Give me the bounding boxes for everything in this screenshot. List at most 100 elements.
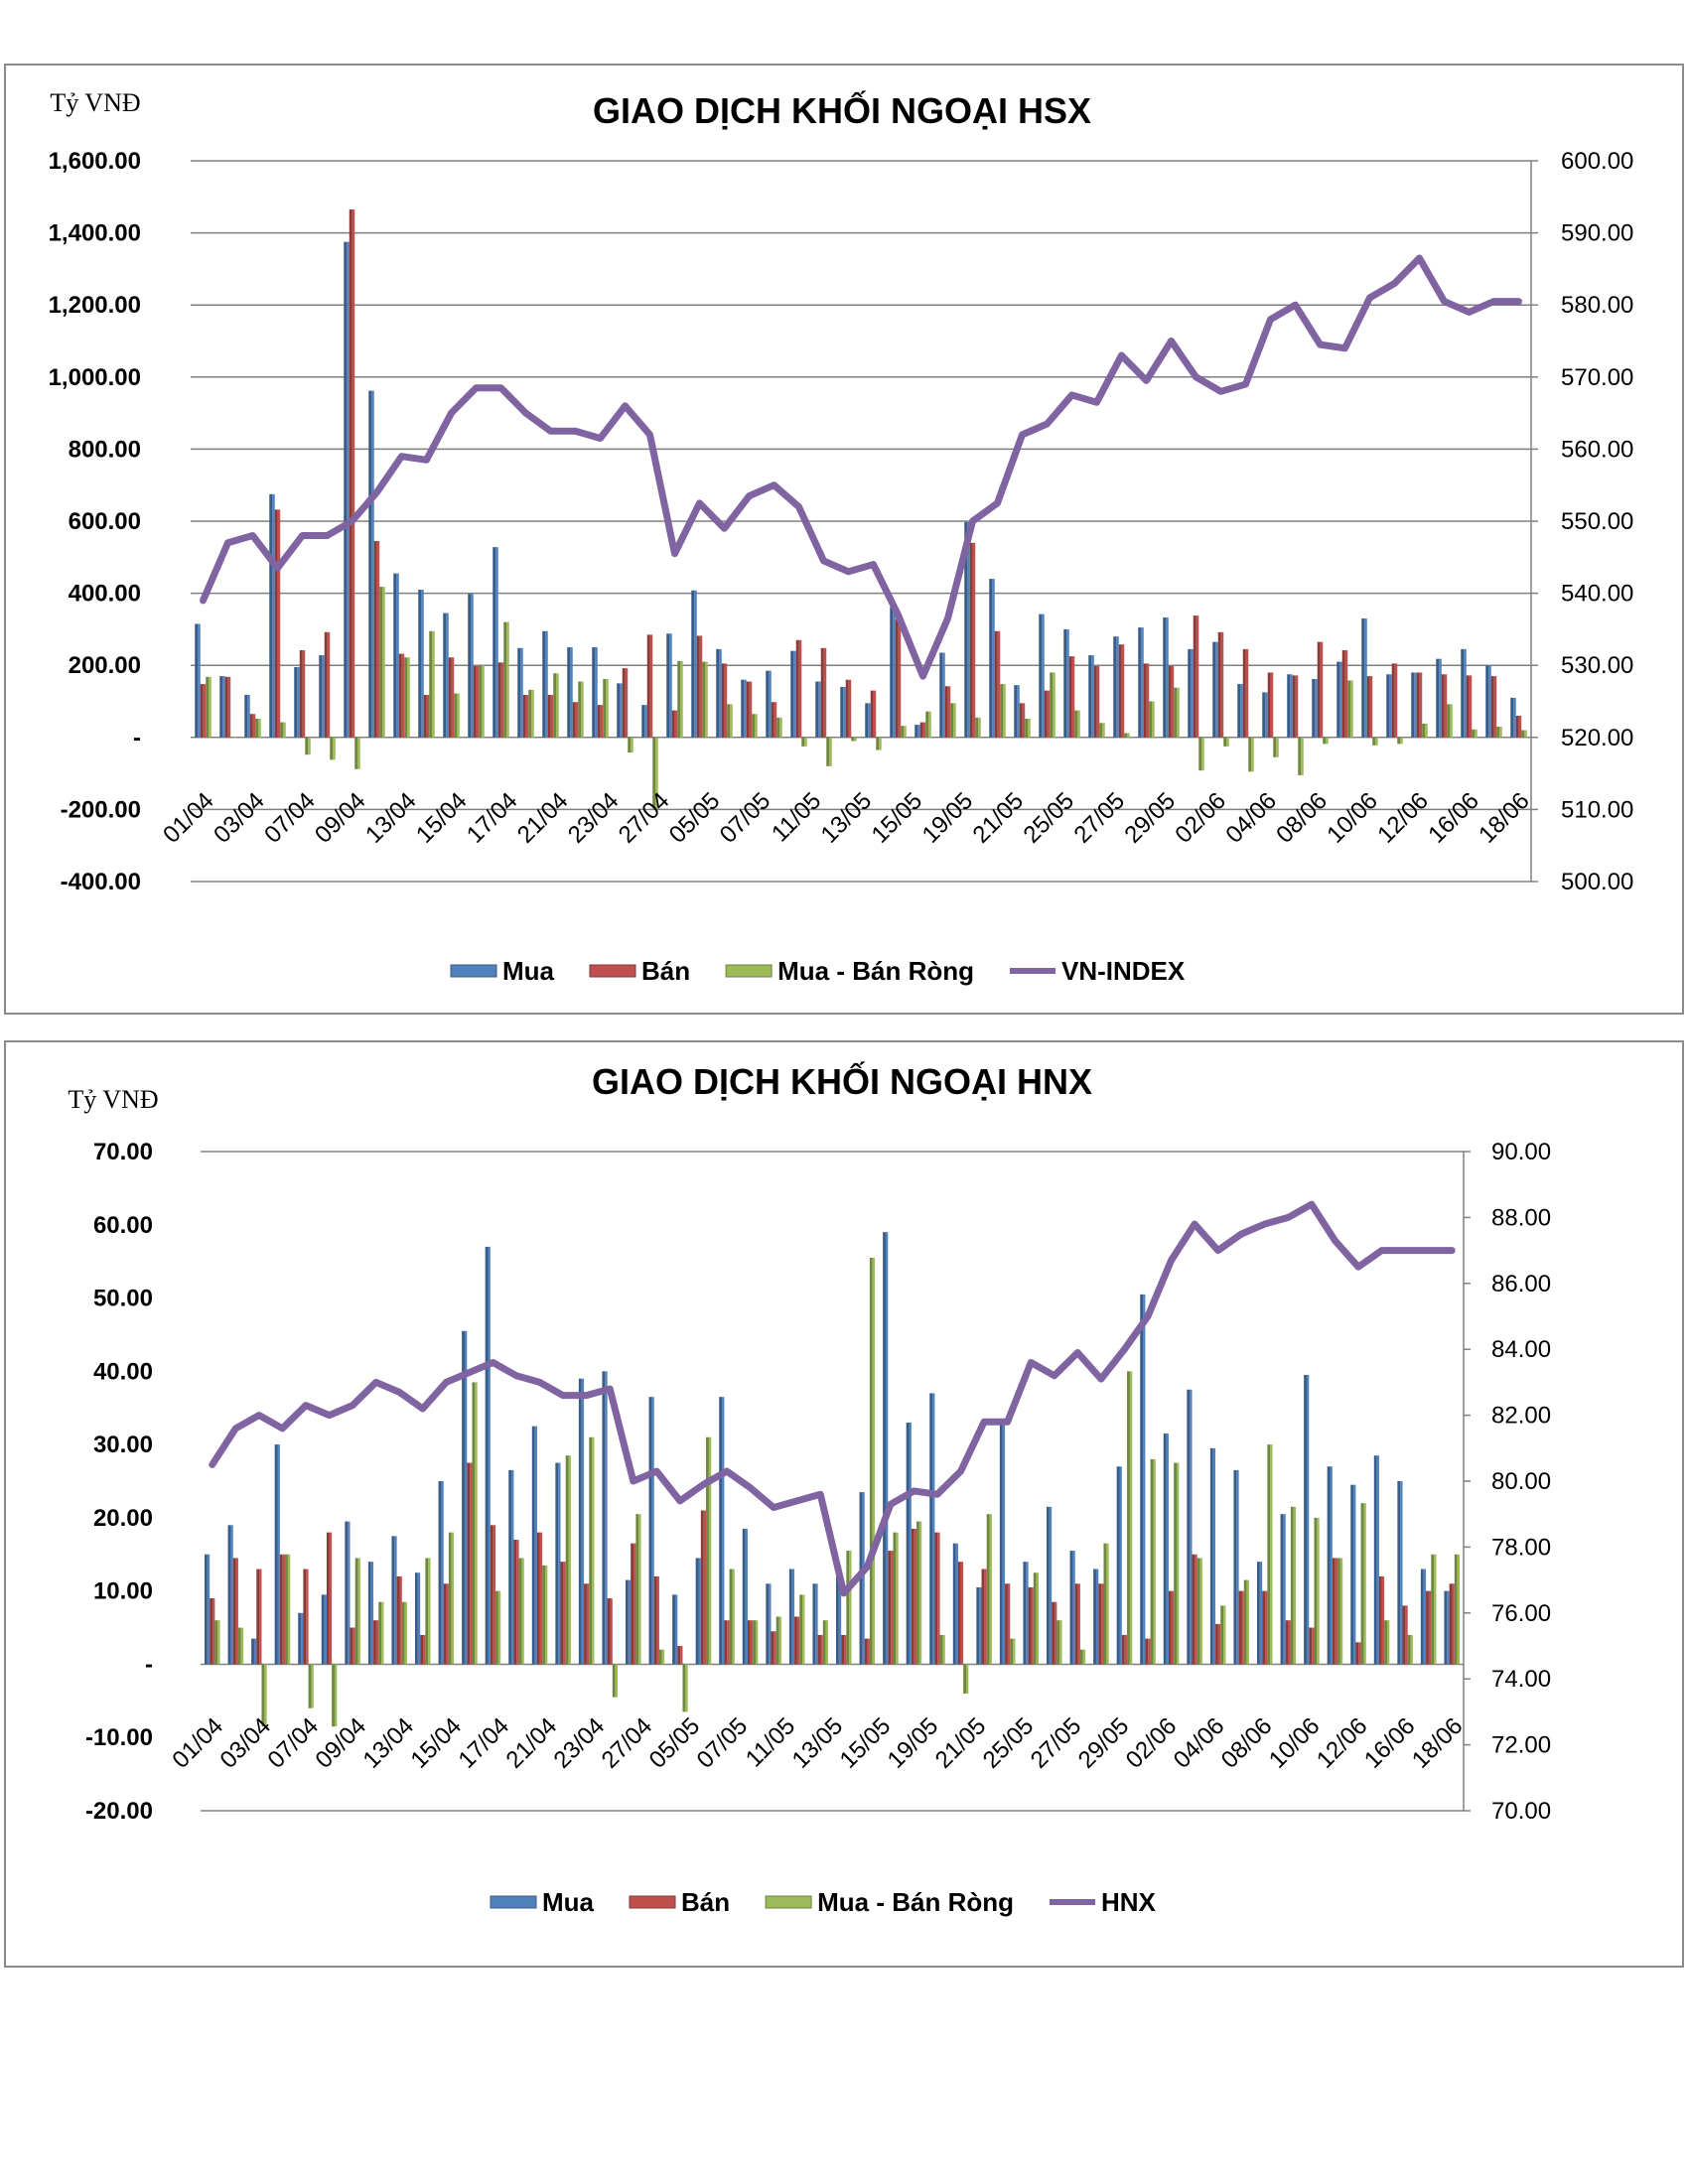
hnx-bar-1-highlight: [1055, 1601, 1057, 1665]
hnx-bar-1-highlight: [259, 1569, 262, 1665]
hsx-chart-panel: GIAO DỊCH KHỐI NGOẠI HSX Tỷ VNĐ 1,600.00 1,…: [4, 64, 1684, 1015]
hsx-bar-2-highlight: [1028, 718, 1031, 738]
hsx-bar-0: [1312, 678, 1316, 738]
hnx-bar-2: [963, 1664, 966, 1694]
hnx-bar-2: [332, 1664, 335, 1727]
hnx-x-tick-label: 29/05: [1073, 1712, 1135, 1774]
hsx-left-tick-label: 200.00: [69, 652, 141, 679]
hnx-bar-2: [893, 1532, 897, 1665]
hnx-bar-1: [794, 1616, 797, 1665]
hsx-bar-1-highlight: [1419, 672, 1423, 738]
hsx-bar-1-highlight: [823, 647, 827, 738]
hnx-bar-2-highlight: [1339, 1558, 1343, 1665]
hnx-bar-1: [396, 1575, 400, 1665]
hsx-bar-1: [1242, 648, 1246, 738]
hsx-left-tick-label: 1,600.00: [49, 148, 141, 175]
hsx-bar-1: [696, 635, 700, 738]
hnx-x-tick-label: 05/05: [644, 1712, 706, 1774]
hsx-bar-0-highlight: [917, 725, 920, 738]
hnx-bar-2-highlight: [335, 1664, 338, 1727]
hsx-x-tick-label: 08/06: [1271, 787, 1333, 849]
hsx-x-tick-label: 21/04: [512, 787, 574, 849]
hsx-bar-1-highlight: [1096, 665, 1100, 738]
hsx-bar-1-highlight: [1220, 631, 1224, 738]
hsx-bar-0-highlight: [1240, 684, 1243, 738]
hnx-left-tick-label: -: [145, 1651, 153, 1678]
hsx-bar-0: [368, 390, 372, 738]
hsx-bar-1: [944, 686, 948, 738]
hnx-bar-2-highlight: [1387, 1620, 1390, 1665]
hsx-bar-1-highlight: [1295, 675, 1299, 738]
hnx-bar-0: [367, 1562, 371, 1665]
hsx-bar-0: [492, 547, 496, 738]
hnx-legend-label: Bán: [681, 1887, 730, 1917]
hsx-bar-2: [206, 676, 210, 738]
hnx-bar-2: [1431, 1554, 1435, 1665]
hnx-bar-0: [929, 1393, 933, 1665]
hnx-bar-1: [1378, 1575, 1382, 1665]
hnx-bar-2-highlight: [708, 1436, 712, 1665]
hsx-x-tick-label: 17/04: [462, 787, 523, 849]
hsx-bar-0: [741, 679, 745, 738]
hnx-bar-2-highlight: [685, 1664, 688, 1712]
hsx-bar-2: [1372, 737, 1376, 746]
hsx-bar-0-highlight: [1315, 678, 1318, 738]
hnx-bar-2-highlight: [475, 1382, 478, 1665]
hnx-bar-0: [1093, 1569, 1096, 1665]
hnx-bar-1-highlight: [914, 1528, 917, 1665]
hnx-right-tick-label: 82.00: [1491, 1403, 1551, 1430]
hsx-bar-2-highlight: [631, 737, 633, 753]
hnx-bar-0: [883, 1232, 886, 1665]
hsx-bar-1: [1341, 649, 1345, 738]
hsx-bar-0-highlight: [297, 667, 300, 738]
hnx-left-tick-label: -20.00: [85, 1798, 153, 1825]
hsx-x-tick-label: 07/05: [715, 787, 776, 849]
hnx-bar-0: [695, 1558, 699, 1665]
hnx-bar-2-highlight: [1223, 1605, 1226, 1665]
hsx-bar-2: [1198, 737, 1202, 771]
hsx-bar-0: [244, 694, 248, 738]
hnx-bar-0-highlight: [1306, 1375, 1310, 1665]
hsx-bar-1: [299, 649, 303, 738]
hnx-bar-1: [1262, 1590, 1266, 1665]
hnx-bar-2: [986, 1514, 990, 1665]
hsx-x-tick-label: 11/05: [767, 787, 826, 847]
hsx-x-tick-label: 13/05: [816, 787, 878, 849]
hsx-bar-0: [567, 647, 571, 738]
hsx-bar-2-highlight: [531, 689, 534, 738]
hnx-bar-2: [706, 1436, 709, 1665]
hsx-bar-0: [1287, 674, 1291, 738]
hsx-bar-2: [702, 661, 706, 738]
hsx-bar-2: [776, 717, 780, 738]
hnx-bar-1-highlight: [1405, 1605, 1408, 1665]
hnx-bar-1-highlight: [984, 1569, 987, 1665]
hsx-right-tick-label: 560.00: [1561, 436, 1633, 463]
hnx-chart-panel: GIAO DỊCH KHỐI NGOẠI HNX Tỷ VNĐ 70.00 60.00…: [4, 1040, 1684, 1968]
hsx-unit-label: Tỷ VNĐ: [50, 88, 140, 117]
hnx-bar-1-highlight: [516, 1540, 519, 1665]
hsx-bar-2: [1000, 684, 1004, 738]
hsx-bar-0-highlight: [495, 547, 498, 738]
hnx-bar-1: [1402, 1605, 1406, 1665]
hnx-bar-2: [1337, 1558, 1340, 1665]
hsx-bar-0: [840, 686, 844, 738]
hsx-bar-2: [876, 737, 880, 751]
hnx-bar-1-highlight: [446, 1583, 449, 1665]
hsx-bar-1-highlight: [1146, 663, 1150, 738]
hnx-bar-0: [251, 1638, 254, 1665]
hsx-bar-1: [473, 665, 477, 738]
hnx-bar-1: [1215, 1623, 1218, 1665]
hsx-bar-0: [914, 725, 918, 738]
hsx-bar-0: [1386, 674, 1390, 738]
hnx-index-line: [209, 1200, 1456, 1597]
hnx-bar-1: [1028, 1586, 1032, 1665]
hnx-bar-0-highlight: [1026, 1562, 1029, 1665]
hsx-bar-2-highlight: [432, 630, 435, 738]
hsx-left-tick-label: -200.00: [61, 796, 141, 823]
hnx-bar-2: [1150, 1458, 1154, 1665]
hsx-bar-2: [1472, 729, 1476, 738]
hnx-bar-2-highlight: [1270, 1444, 1273, 1665]
hsx-bar-2-highlight: [457, 693, 460, 738]
hnx-bar-0: [719, 1397, 723, 1665]
hsx-bar-2-highlight: [333, 737, 336, 760]
